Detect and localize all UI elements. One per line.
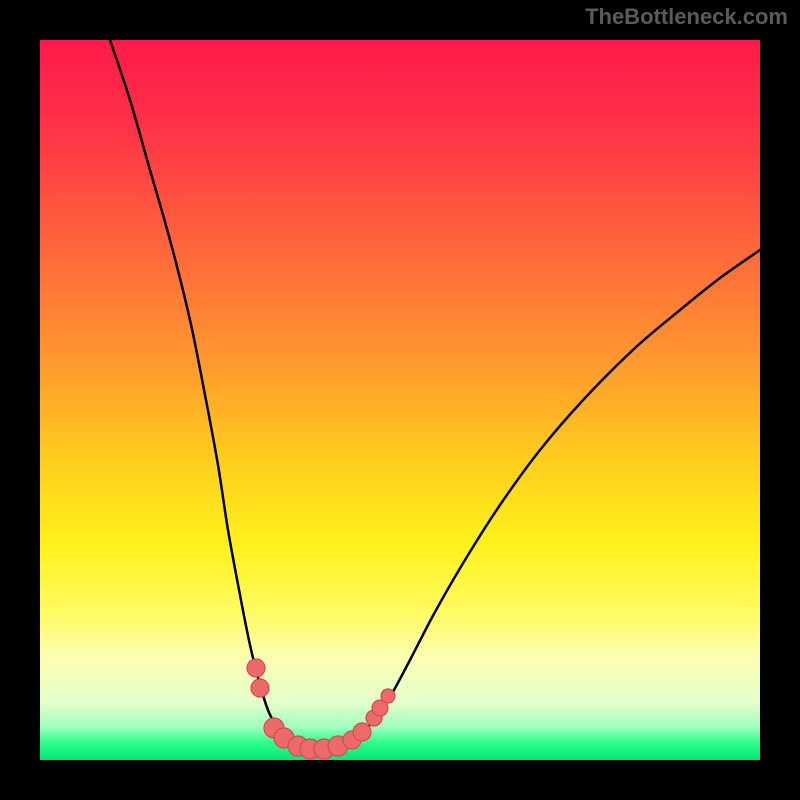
marker-point	[381, 689, 395, 703]
marker-point	[251, 679, 269, 697]
watermark-text: TheBottleneck.com	[585, 4, 788, 30]
chart-svg	[40, 40, 760, 760]
gradient-background	[40, 40, 760, 760]
plot-area	[40, 40, 760, 760]
marker-point	[247, 659, 265, 677]
marker-point	[353, 723, 371, 741]
